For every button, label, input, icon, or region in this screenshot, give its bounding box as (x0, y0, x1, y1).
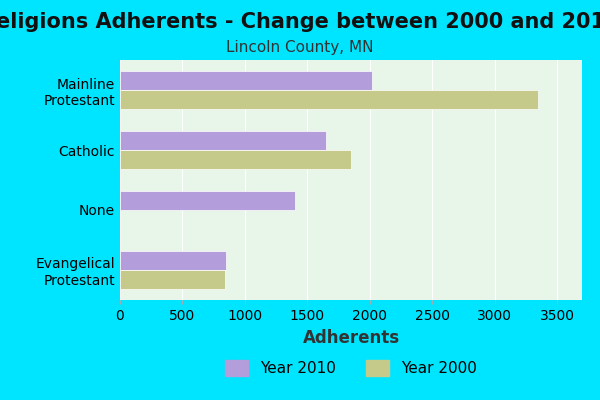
Bar (120, 251, 226, 270)
Bar (120, 150, 351, 169)
Text: Religions Adherents - Change between 2000 and 2010: Religions Adherents - Change between 200… (0, 12, 600, 32)
Bar (120, 131, 326, 150)
Text: Lincoln County, MN: Lincoln County, MN (226, 40, 374, 55)
Bar (120, 90, 538, 109)
Bar (120, 71, 372, 90)
Bar (120, 191, 295, 210)
Legend: Year 2010, Year 2000: Year 2010, Year 2000 (217, 352, 485, 384)
X-axis label: Adherents: Adherents (302, 328, 400, 346)
Bar (120, 270, 225, 289)
